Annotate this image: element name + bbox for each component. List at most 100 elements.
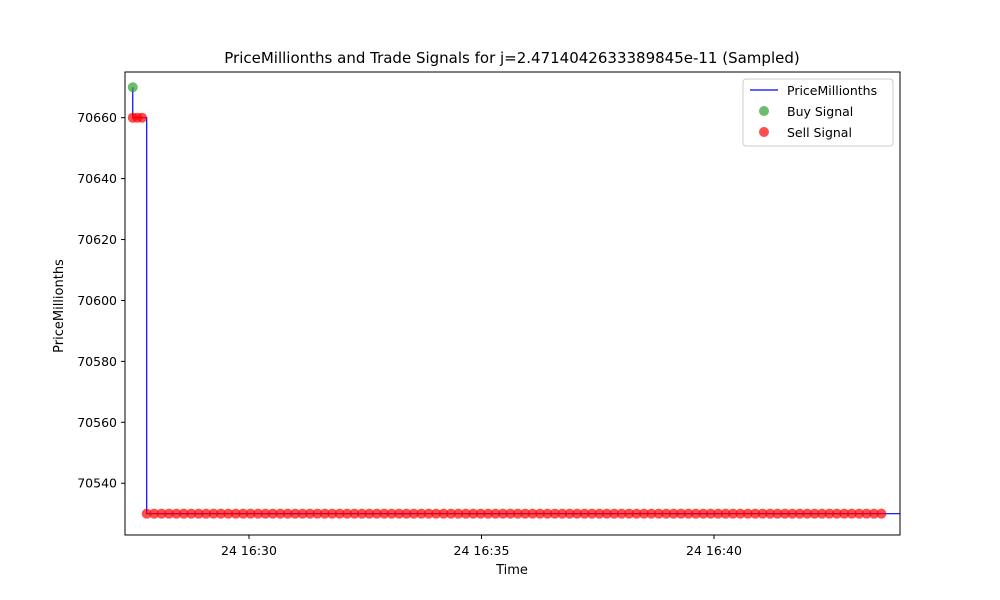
sell-signal-point [223,508,234,519]
sell-signal-point [238,508,249,519]
sell-signal-point [557,508,568,519]
sell-signal-point [201,508,212,519]
sell-signal-point [772,508,783,519]
x-tick-label: 24 16:30 [221,543,277,558]
sell-signal-point [475,508,486,519]
sell-signal-point [854,508,865,519]
sell-signal-point [750,508,761,519]
sell-signal-point [549,508,560,519]
sell-signal-point [253,508,264,519]
sell-signal-point [594,508,605,519]
sell-signal-point [149,508,160,519]
sell-signal-point [765,508,776,519]
sell-signal-point [609,508,620,519]
y-axis-label: PriceMillionths [52,259,67,353]
sell-signal-point [876,508,887,519]
sell-signal-point [453,508,464,519]
legend-frame [742,78,894,147]
sell-signal-point [312,508,323,519]
sell-signal-point [868,508,879,519]
sell-signal-point [586,508,597,519]
sell-signal-point [705,508,716,519]
y-tick-label: 70580 [77,354,117,369]
sell-signal-point [208,508,219,519]
x-tick-label: 24 16:35 [454,543,510,558]
sell-signal-point [846,508,857,519]
sell-signal-point [831,508,842,519]
plot-content [127,82,900,519]
sell-signal-point [137,112,148,123]
sell-signal-point [431,508,442,519]
sell-signal-point [535,508,546,519]
sell-signal-point [713,508,724,519]
sell-signal-point [401,508,412,519]
sell-signal-point [727,508,738,519]
sell-signal-point [839,508,850,519]
sell-signal-point [371,508,382,519]
sell-signal-point [579,508,590,519]
sell-signal-point [178,508,189,519]
sell-signal-point [267,508,278,519]
chart-title: PriceMillionths and Trade Signals for j=… [224,49,799,67]
y-tick-label: 70600 [77,293,117,308]
sell-signal-point [527,508,538,519]
sell-signal-point [275,508,286,519]
sell-signal-point [601,508,612,519]
sell-signal-point [171,508,182,519]
sell-signal-point [512,508,523,519]
sell-signal-point [356,508,367,519]
sell-signal-point [542,508,553,519]
sell-signal-point [193,508,204,519]
sell-signal-point [282,508,293,519]
sell-signal-point [794,508,805,519]
sell-signal-point [260,508,271,519]
sell-signal-point [616,508,627,519]
sell-signal-point [319,508,330,519]
sell-signal-point [497,508,508,519]
legend-swatch-buy-marker [759,106,769,116]
sell-signal-point [809,508,820,519]
sell-signal-point [297,508,308,519]
sell-signal-point [445,508,456,519]
sell-signal-point [304,508,315,519]
sell-signal-point [631,508,642,519]
sell-signal-point [505,508,516,519]
sell-signal-point [460,508,471,519]
sell-signal-point [483,508,494,519]
sell-signal-point [861,508,872,519]
sell-signal-point [698,508,709,519]
y-tick-label: 70660 [77,110,117,125]
sell-signal-point [817,508,828,519]
sell-signal-point [379,508,390,519]
sell-signal-point [334,508,345,519]
sell-signal-point [156,508,167,519]
legend: PriceMillionths Buy Signal Sell Signal [742,78,894,147]
sell-signal-point [349,508,360,519]
sell-signal-point [423,508,434,519]
sell-signal-point [824,508,835,519]
y-tick-label: 70540 [77,476,117,491]
y-tick-label: 70620 [77,232,117,247]
sell-signal-point [624,508,635,519]
x-axis-label: Time [495,563,528,578]
sell-signal-point [683,508,694,519]
y-ticks: 70540 70560 70580 70600 70620 70640 70660 [77,110,125,491]
legend-swatch-sell-marker [759,127,769,137]
price-line [132,87,900,515]
sell-signal-point [564,508,575,519]
sell-signal-point [653,508,664,519]
sell-signal-point [386,508,397,519]
sell-signal-point [572,508,583,519]
sell-signal-point [779,508,790,519]
sell-signal-point [364,508,375,519]
sell-signal-point [787,508,798,519]
legend-label-buy: Buy Signal [787,104,853,119]
x-tick-label: 24 16:40 [686,543,742,558]
sell-signal-point [327,508,338,519]
y-tick-label: 70640 [77,171,117,186]
sell-signal-point [735,508,746,519]
sell-signal-point [757,508,768,519]
sell-signal-point [676,508,687,519]
y-tick-label: 70560 [77,415,117,430]
